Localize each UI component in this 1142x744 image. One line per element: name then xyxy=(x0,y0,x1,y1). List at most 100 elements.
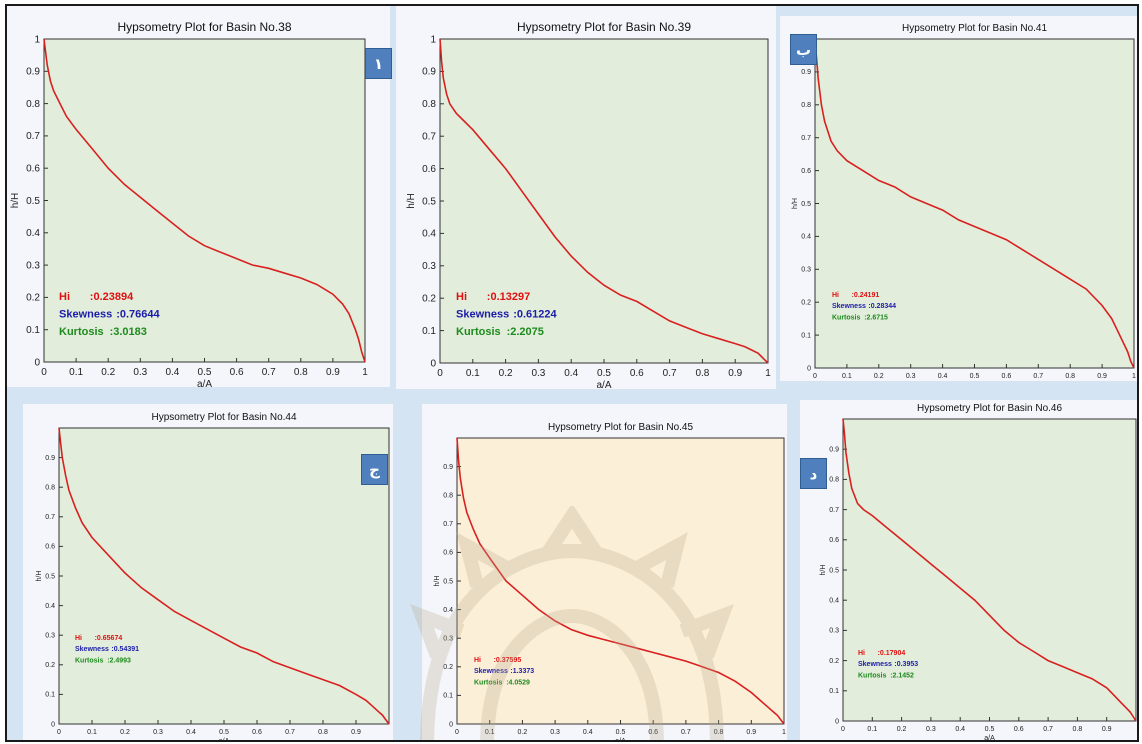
chart-title: Hypsometry Plot for Basin No.46 xyxy=(917,403,1062,414)
stat-label: Hi xyxy=(474,657,481,664)
x-tick-label: 0.4 xyxy=(583,729,593,736)
y-tick-label: 0.4 xyxy=(45,603,55,610)
panel-badge: ١ xyxy=(365,48,392,79)
stat-hi: Hi :0.65674 xyxy=(75,635,122,642)
x-tick-label: 0.2 xyxy=(120,729,130,736)
x-tick-label: 0 xyxy=(437,368,443,379)
stat-value: :0.65674 xyxy=(95,635,123,642)
y-tick-label: 0.5 xyxy=(829,567,839,574)
y-axis-label: h/H xyxy=(36,571,43,582)
y-tick-label: 0.7 xyxy=(829,507,839,514)
y-tick-label: 0 xyxy=(34,357,40,368)
hypsometric-curve xyxy=(814,38,1135,369)
stat-label: Hi xyxy=(858,650,865,657)
stat-hi: Hi:0.23894 xyxy=(59,291,134,303)
y-tick-label: 1 xyxy=(34,34,40,45)
x-tick-label: 0 xyxy=(455,729,459,736)
stat-hi: Hi:0.13297 xyxy=(456,291,530,303)
stat-value: :0.76644 xyxy=(116,309,160,321)
x-tick-label: 1 xyxy=(1132,373,1136,380)
chart-title: Hypsometry Plot for Basin No.45 xyxy=(548,422,693,433)
y-axis-label: h/H xyxy=(434,576,441,587)
y-tick-label: 0.3 xyxy=(26,260,40,271)
x-tick-label: 0.5 xyxy=(597,368,611,379)
y-tick-label: 0.6 xyxy=(45,544,55,551)
chart-title: Hypsometry Plot for Basin No.39 xyxy=(517,20,691,34)
y-tick-label: 0.8 xyxy=(443,493,453,500)
chart-title: Hypsometry Plot for Basin No.38 xyxy=(117,20,291,34)
stat-label: Skewness xyxy=(858,661,892,668)
x-tick-label: 0.9 xyxy=(1097,373,1107,380)
chart-svg: Hypsometry Plot for Basin No.38 0 0.1 0.2 0.… xyxy=(10,20,368,387)
stat-value: :2.1452 xyxy=(890,672,914,679)
y-tick-label: 0.8 xyxy=(45,485,55,492)
x-tick-label: 1 xyxy=(782,729,786,736)
y-tick-label: 0.2 xyxy=(26,293,40,304)
x-axis-label: a/A xyxy=(984,735,995,740)
y-tick-label: 0.7 xyxy=(443,521,453,528)
x-tick-label: 0.6 xyxy=(1014,726,1024,733)
x-tick-label: 0.6 xyxy=(648,729,658,736)
plot-area xyxy=(456,437,785,725)
panel-badge: ج xyxy=(361,454,388,485)
y-tick-label: 0.1 xyxy=(829,688,839,695)
stat-label: Hi xyxy=(456,291,467,303)
x-tick-label: 0.6 xyxy=(252,729,262,736)
stat-label: Kurtosis xyxy=(456,326,501,338)
y-tick-label: 0.2 xyxy=(829,658,839,665)
x-tick-label: 0.7 xyxy=(262,367,276,378)
x-tick-label: 0 xyxy=(57,729,61,736)
y-tick-label: 0.8 xyxy=(801,102,811,109)
stat-value: :0.54391 xyxy=(111,646,139,653)
hypsometric-curve xyxy=(456,437,785,725)
x-tick-label: 0.8 xyxy=(1073,726,1083,733)
x-tick-label: 0 xyxy=(813,373,817,380)
x-tick-label: 0.9 xyxy=(746,729,756,736)
stat-value: :0.37595 xyxy=(494,657,522,664)
y-tick-label: 0.1 xyxy=(443,693,453,700)
stat-label: Kurtosis xyxy=(75,657,104,664)
chart-svg: Hypsometry Plot for Basin No.41 0 0.1 0.2 0.… xyxy=(792,23,1136,380)
y-tick-label: 0.5 xyxy=(45,573,55,580)
x-tick-label: 0.2 xyxy=(101,367,115,378)
x-axis-label: a/A xyxy=(197,379,212,387)
x-tick-label: 0.3 xyxy=(926,726,936,733)
y-tick-label: 0.4 xyxy=(829,598,839,605)
stat-label: Kurtosis xyxy=(832,314,861,321)
y-tick-label: 0.8 xyxy=(26,99,40,110)
y-tick-label: 0.6 xyxy=(801,168,811,175)
x-tick-label: 0.3 xyxy=(531,368,545,379)
stat-label: Hi xyxy=(75,635,82,642)
x-tick-label: 0.8 xyxy=(695,368,709,379)
stat-value: :0.3953 xyxy=(894,661,918,668)
stat-skewness: Skewness:0.76644 xyxy=(59,309,161,321)
stat-label: Kurtosis xyxy=(858,672,887,679)
y-tick-label: 0.7 xyxy=(26,131,40,142)
x-tick-label: 0.1 xyxy=(867,726,877,733)
stat-label: Skewness xyxy=(474,668,508,675)
y-tick-label: 0 xyxy=(807,365,811,372)
stat-label: Skewness xyxy=(75,646,109,653)
y-tick-label: 0.1 xyxy=(801,332,811,339)
x-tick-label: 0.9 xyxy=(351,729,361,736)
y-tick-label: 0.7 xyxy=(45,514,55,521)
x-tick-label: 0.6 xyxy=(630,368,644,379)
x-tick-label: 0.3 xyxy=(906,373,916,380)
plot-area xyxy=(842,418,1137,722)
y-axis-label: h/H xyxy=(406,193,417,209)
x-tick-label: 0.1 xyxy=(466,368,480,379)
y-tick-label: 0.4 xyxy=(801,234,811,241)
x-tick-label: 0.4 xyxy=(955,726,965,733)
hypsometry-plot-basin-46: Hypsometry Plot for Basin No.46 0 0.1 0.2 0.… xyxy=(800,400,1137,740)
y-tick-label: 0.7 xyxy=(422,132,436,143)
x-tick-label: 0.5 xyxy=(198,367,212,378)
stat-value: :0.24191 xyxy=(852,292,880,299)
x-tick-label: 0.8 xyxy=(1065,373,1075,380)
x-tick-label: 0.4 xyxy=(186,729,196,736)
y-tick-label: 0.1 xyxy=(26,325,40,336)
stat-value: :3.0183 xyxy=(110,326,147,338)
x-tick-label: 0.3 xyxy=(133,367,147,378)
stat-label: Kurtosis xyxy=(474,679,503,686)
y-tick-label: 0 xyxy=(449,721,453,728)
y-axis-label: h/H xyxy=(10,193,21,209)
